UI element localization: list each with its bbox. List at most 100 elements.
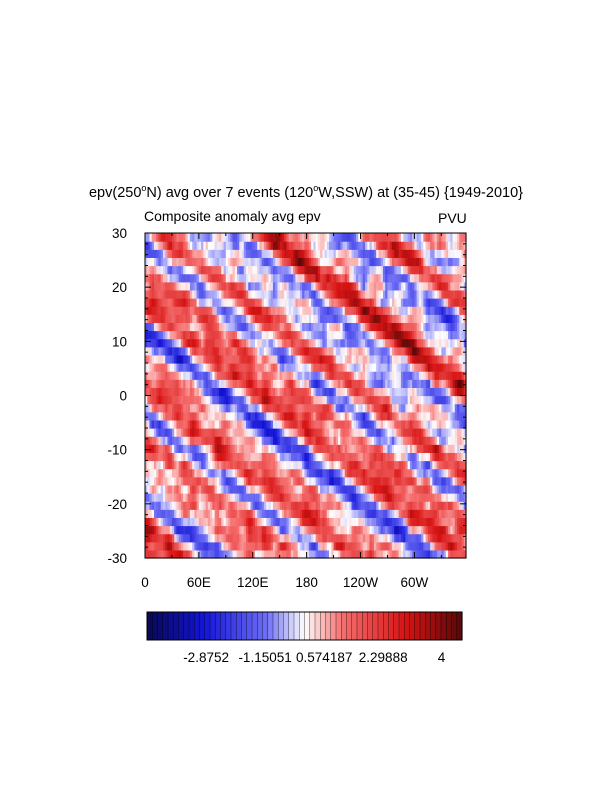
field-cell	[331, 411, 335, 421]
field-cell	[400, 541, 404, 551]
field-cell	[214, 363, 218, 372]
field-cell	[385, 338, 389, 348]
field-cell	[272, 509, 276, 518]
field-cell	[176, 533, 180, 543]
field-cell	[430, 533, 433, 543]
field-cell	[165, 452, 169, 462]
field-cell	[351, 509, 355, 518]
field-cell	[288, 395, 292, 405]
field-cell	[427, 306, 431, 315]
field-cell	[387, 493, 391, 502]
field-cell	[418, 281, 422, 291]
field-cell	[306, 338, 310, 348]
field-cell	[311, 306, 314, 315]
field-cell	[171, 322, 175, 332]
field-cell	[371, 306, 375, 315]
field-cell	[436, 411, 440, 421]
field-cell	[423, 289, 427, 299]
field-cell	[162, 371, 166, 380]
field-cell	[156, 403, 160, 413]
field-cell	[394, 314, 398, 323]
field-cell	[165, 493, 169, 502]
field-cell	[362, 428, 366, 437]
field-cell	[430, 428, 433, 437]
field-cell	[412, 395, 415, 405]
field-cell	[356, 403, 359, 413]
field-cell	[171, 379, 175, 388]
field-cell	[416, 281, 420, 291]
field-cell	[180, 509, 184, 518]
field-cell	[362, 322, 366, 332]
field-cell	[167, 371, 171, 380]
field-cell	[400, 387, 404, 397]
field-cell	[299, 273, 303, 283]
field-cell	[158, 517, 162, 527]
field-cell	[349, 493, 353, 502]
field-cell	[250, 517, 254, 527]
field-cell	[257, 371, 261, 380]
field-cell	[356, 330, 359, 340]
field-cell	[290, 501, 294, 510]
field-cell	[297, 493, 301, 502]
field-cell	[364, 387, 368, 397]
field-cell	[430, 322, 433, 332]
field-cell	[371, 541, 375, 551]
field-cell	[421, 273, 424, 283]
field-cell	[347, 501, 350, 510]
field-cell	[409, 354, 413, 364]
field-cell	[349, 289, 353, 299]
field-cell	[304, 379, 308, 388]
field-cell	[414, 452, 418, 462]
field-cell	[270, 379, 274, 388]
field-cell	[324, 346, 328, 356]
field-cell	[409, 476, 413, 486]
field-cell	[329, 379, 332, 388]
field-cell	[400, 411, 404, 421]
field-cell	[356, 379, 359, 388]
field-cell	[234, 509, 238, 518]
field-cell	[347, 419, 350, 429]
field-cell	[275, 395, 279, 405]
field-cell	[385, 387, 389, 397]
field-cell	[315, 314, 319, 323]
field-cell	[385, 533, 389, 543]
field-cell	[457, 371, 460, 380]
field-cell	[145, 541, 148, 551]
field-cell	[252, 314, 256, 323]
field-cell	[382, 322, 386, 332]
field-cell	[338, 314, 341, 323]
field-cell	[259, 525, 263, 535]
field-cell	[463, 436, 467, 445]
field-cell	[225, 419, 229, 429]
field-cell	[284, 517, 288, 527]
field-cell	[436, 549, 440, 559]
field-cell	[272, 346, 276, 356]
field-cell	[416, 346, 420, 356]
field-cell	[268, 298, 272, 307]
field-cell	[252, 444, 256, 453]
field-cell	[380, 525, 384, 535]
field-cell	[385, 306, 389, 315]
field-cell	[313, 395, 317, 405]
field-cell	[250, 533, 254, 543]
field-cell	[171, 460, 175, 470]
field-cell	[439, 363, 442, 372]
field-cell	[421, 306, 424, 315]
field-cell	[252, 419, 256, 429]
field-cell	[207, 306, 211, 315]
field-cell	[445, 346, 449, 356]
field-cell	[371, 371, 375, 380]
field-cell	[412, 436, 415, 445]
field-cell	[385, 411, 389, 421]
field-cell	[308, 444, 312, 453]
field-cell	[174, 468, 178, 478]
field-cell	[230, 460, 234, 470]
field-cell	[277, 444, 281, 453]
field-cell	[315, 460, 319, 470]
field-cell	[439, 314, 442, 323]
field-cell	[398, 379, 402, 388]
field-cell	[246, 322, 249, 332]
field-cell	[214, 525, 218, 535]
field-cell	[254, 476, 258, 486]
field-cell	[320, 468, 323, 478]
